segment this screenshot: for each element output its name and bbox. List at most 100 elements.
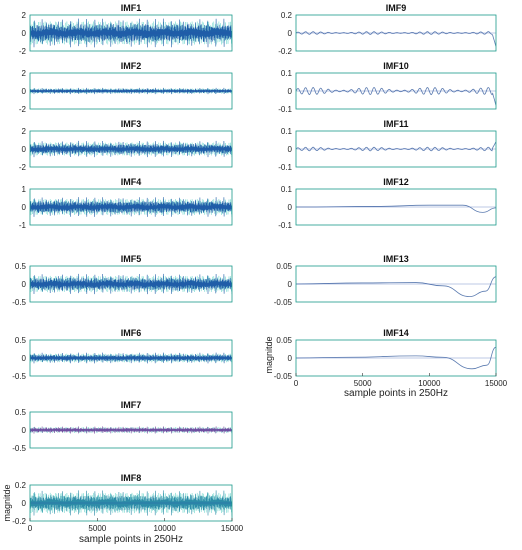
- y-tick-label: 0.2: [15, 481, 27, 490]
- axes-frame: [295, 130, 497, 168]
- subplot-title: IMF5: [121, 254, 142, 264]
- y-tick-label: -0.05: [274, 298, 293, 307]
- series-line: [30, 18, 232, 48]
- subplot-imf2: IMF2 2 0 -2: [19, 61, 233, 114]
- y-tick-label: -0.1: [278, 221, 292, 230]
- y-tick-label: 2: [22, 127, 27, 136]
- series-line: [296, 31, 496, 47]
- subplot-title: IMF4: [121, 177, 142, 187]
- y-tick-label: 0: [22, 354, 27, 363]
- subplot-title: IMF13: [383, 254, 409, 264]
- axes-frame: [295, 188, 497, 226]
- axes-frame: [295, 339, 497, 377]
- y-tick-label: 0: [22, 145, 27, 154]
- y-tick-label: 0: [288, 29, 293, 38]
- subplot-imf10: IMF10 0.1 0 -0.1: [278, 61, 497, 114]
- x-tick-label: 15000: [221, 524, 244, 533]
- y-tick-label: 0: [22, 280, 27, 289]
- axes-frame: [295, 14, 497, 52]
- subplot-imf3: IMF3 2 0 -2: [19, 119, 233, 172]
- plot-area: [30, 197, 232, 217]
- subplot-grid: IMF120-2IMF220-2IMF320-2IMF410-1IMF50.50…: [12, 3, 507, 533]
- series-line: [296, 204, 496, 213]
- x-tick-label: 5000: [354, 379, 372, 388]
- y-tick-label: -2: [19, 163, 27, 172]
- series-line: [30, 87, 232, 95]
- plot-area: [296, 87, 496, 106]
- y-tick-label: 0.05: [276, 262, 292, 271]
- subplot-title: IMF12: [383, 177, 409, 187]
- y-tick-label: 2: [22, 69, 27, 78]
- x-tick-label: 5000: [88, 524, 106, 533]
- y-tick-label: 0: [288, 354, 293, 363]
- y-tick-label: 0.2: [281, 11, 293, 20]
- y-tick-label: 0.5: [15, 408, 27, 417]
- axes-frame: [29, 188, 233, 226]
- series-line: [30, 197, 232, 217]
- axes-frame: [29, 72, 233, 110]
- y-tick-label: -0.2: [12, 517, 26, 526]
- subplot-title: IMF8: [121, 473, 142, 483]
- subplot-imf12: IMF12 0.1 0 -0.1: [278, 177, 497, 230]
- y-tick-label: -0.5: [12, 298, 26, 307]
- y-tick-label: 0.1: [281, 69, 293, 78]
- plot-area: [296, 276, 496, 298]
- subplot-imf7: IMF7 0.5 0 -0.5: [12, 400, 233, 453]
- y-tick-label: 0.5: [15, 336, 27, 345]
- plot-area: [30, 352, 232, 364]
- y-tick-label: 0: [288, 203, 293, 212]
- x-tick-label: 0: [294, 379, 299, 388]
- subplot-title: IMF3: [121, 119, 142, 129]
- subplot-title: IMF1: [121, 3, 142, 13]
- y-tick-label: -0.1: [278, 163, 292, 172]
- y-tick-label: 0: [22, 203, 27, 212]
- y-tick-label: 0: [22, 87, 27, 96]
- subplot-imf5: IMF5 0.5 0 -0.5: [12, 254, 233, 307]
- y-tick-label: 0: [288, 87, 293, 96]
- y-tick-label: -0.05: [274, 372, 293, 381]
- subplot-imf11: IMF11 0.1 0 -0.1: [278, 119, 497, 172]
- left-x-axis-label: sample points in 250Hz: [79, 534, 183, 545]
- plot-area: [30, 140, 232, 158]
- subplot-title: IMF10: [383, 61, 409, 71]
- plot-area: [30, 426, 232, 434]
- subplot-imf13: IMF13 0.05 0 -0.05: [274, 254, 497, 307]
- subplot-title: IMF6: [121, 328, 142, 338]
- y-tick-label: -0.5: [12, 444, 26, 453]
- axes-frame: [295, 72, 497, 110]
- y-tick-label: 2: [22, 11, 27, 20]
- x-tick-label: 10000: [154, 524, 177, 533]
- y-tick-label: -0.1: [278, 105, 292, 114]
- subplot-title: IMF14: [383, 328, 409, 338]
- axes-frame: [29, 130, 233, 168]
- axes-frame: [29, 484, 233, 522]
- right-x-axis-label: sample points in 250Hz: [344, 388, 448, 399]
- subplot-imf1: IMF1 2 0 -2: [19, 3, 233, 56]
- y-tick-label: 0: [288, 280, 293, 289]
- plot-area: [30, 18, 232, 48]
- y-tick-label: 0: [22, 499, 27, 508]
- y-tick-label: -0.2: [278, 47, 292, 56]
- series-line: [296, 87, 496, 106]
- y-tick-label: 0: [22, 426, 27, 435]
- y-tick-label: 0: [288, 145, 293, 154]
- series-line: [30, 140, 232, 158]
- left-y-axis-label: magnitde: [2, 484, 12, 521]
- axes-frame: [29, 411, 233, 449]
- y-tick-label: -2: [19, 105, 27, 114]
- y-tick-label: -0.5: [12, 372, 26, 381]
- subplot-imf6: IMF6 0.5 0 -0.5: [12, 328, 233, 381]
- plot-area: [296, 31, 496, 47]
- axes-frame: [29, 339, 233, 377]
- plot-area: [30, 87, 232, 95]
- series-line: [30, 352, 232, 364]
- x-tick-label: 15000: [485, 379, 508, 388]
- x-tick-label: 10000: [418, 379, 441, 388]
- series-line: [30, 490, 232, 516]
- subplot-imf4: IMF4 1 0 -1: [19, 177, 233, 230]
- y-tick-label: -2: [19, 47, 27, 56]
- y-tick-label: -1: [19, 221, 27, 230]
- subplot-title: IMF9: [386, 3, 407, 13]
